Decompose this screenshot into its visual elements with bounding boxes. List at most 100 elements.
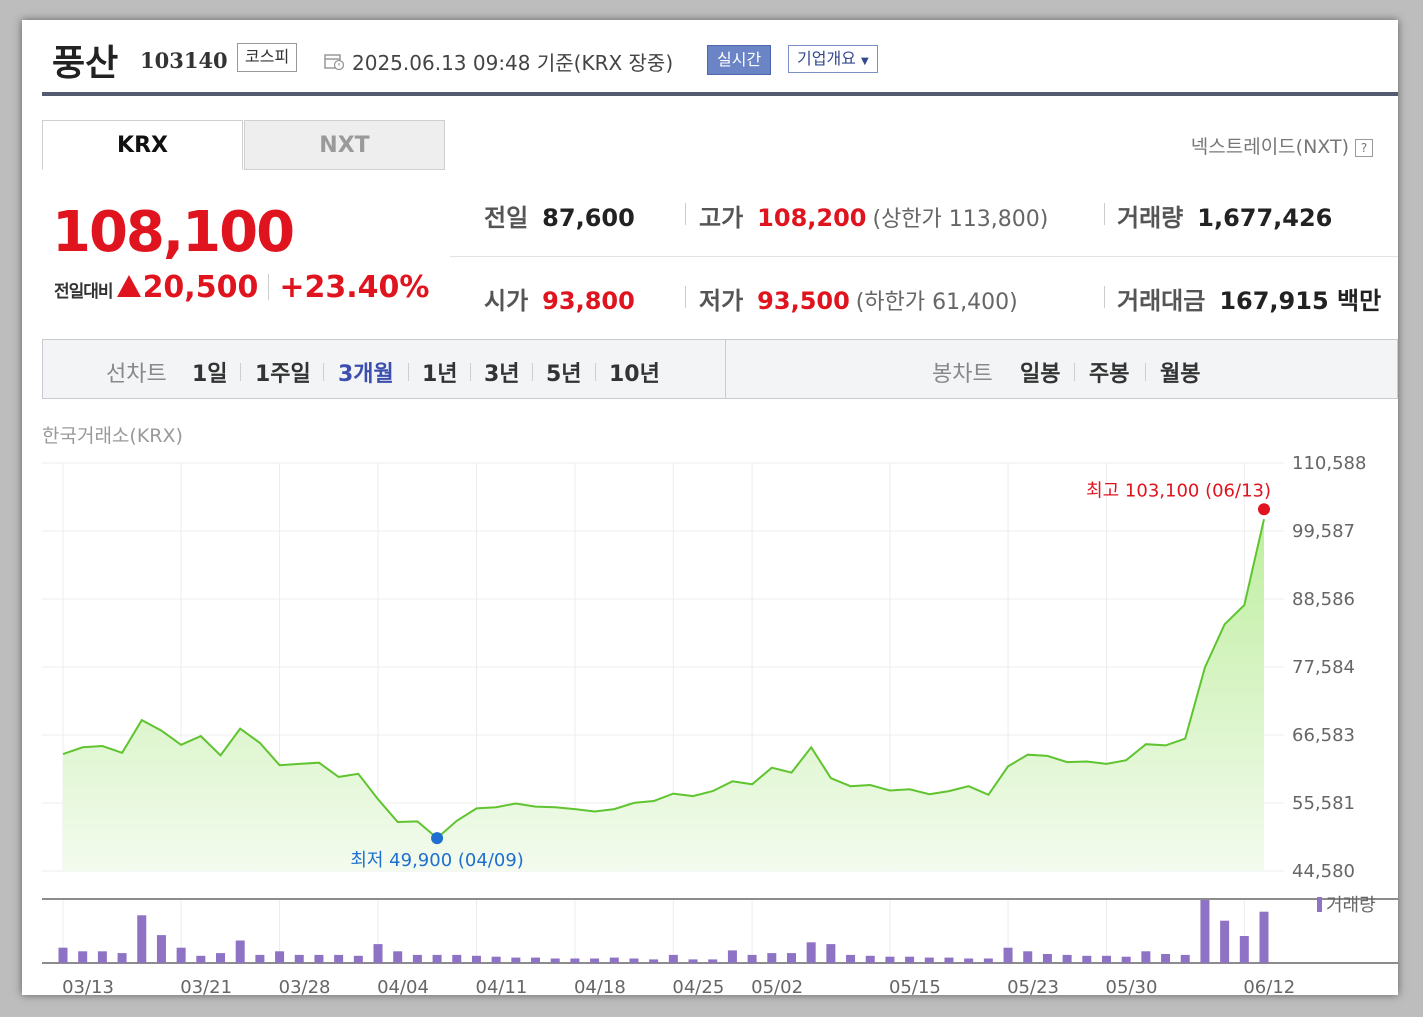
- volume-bar: [117, 953, 127, 963]
- volume-bar: [786, 953, 796, 963]
- x-tick-label: 05/15: [889, 977, 941, 995]
- period-10y-button[interactable]: 10년: [609, 362, 660, 387]
- x-tick-label: 06/12: [1243, 977, 1295, 995]
- current-price: 108,100: [52, 200, 295, 265]
- tab-nxt[interactable]: NXT: [244, 120, 445, 170]
- volume-bar: [1121, 956, 1131, 963]
- volume-bar: [1259, 911, 1269, 963]
- volume-legend-label: 거래량: [1326, 895, 1376, 916]
- period-3m-button[interactable]: 3개월: [338, 362, 394, 387]
- change-percent: +23.40%: [279, 270, 430, 305]
- price-chart[interactable]: 44,580 55,581 66,583 77,584 88,586 99,587 110,…: [22, 450, 1398, 995]
- volume-bar: [924, 957, 934, 963]
- divider: [595, 363, 596, 381]
- period-1y-button[interactable]: 1년: [422, 362, 458, 387]
- nxt-info-label: 넥스트레이드(NXT): [1190, 136, 1349, 158]
- volume-bar: [747, 954, 757, 963]
- calendar-icon: [324, 54, 344, 70]
- period-3y-button[interactable]: 3년: [484, 362, 520, 387]
- divider: [685, 203, 686, 225]
- volume-bar: [393, 951, 403, 963]
- volume-bar: [846, 954, 856, 963]
- volume-bar: [826, 944, 836, 963]
- volume-bar: [1200, 900, 1210, 963]
- stat-label: 저가: [699, 287, 744, 315]
- volume-bar: [590, 958, 600, 963]
- volume-bar: [275, 951, 285, 963]
- volume-bar: [570, 958, 580, 963]
- stat-low: 저가 93,500 (하한가 61,400): [699, 281, 1018, 316]
- stat-volume: 거래량 1,677,426: [1117, 198, 1332, 233]
- volume-bar: [255, 954, 265, 963]
- candle-daily-button[interactable]: 일봉: [1020, 362, 1061, 387]
- volume-bar: [373, 944, 383, 963]
- volume-bar: [1180, 954, 1190, 963]
- stat-amount: 거래대금 167,915 백만: [1117, 281, 1381, 316]
- volume-bar: [511, 957, 521, 963]
- period-5y-button[interactable]: 5년: [546, 362, 582, 387]
- price-line: [62, 518, 1265, 840]
- low-marker: [431, 832, 444, 845]
- volume-bar: [156, 935, 166, 963]
- divider: [408, 363, 409, 381]
- y-tick-label: 44,580: [1292, 861, 1355, 882]
- volume-bar: [1239, 936, 1249, 963]
- low-annotation: 최저 49,900 (04/09): [350, 850, 523, 871]
- stock-widget: 풍산 103140 코스피 2025.06.13 09:48 기준(KRX 장중…: [22, 20, 1398, 995]
- volume-bar: [708, 959, 718, 963]
- candle-weekly-button[interactable]: 주봉: [1089, 362, 1130, 387]
- stat-label: 거래대금: [1117, 287, 1206, 315]
- volume-bar: [609, 957, 619, 963]
- candle-monthly-button[interactable]: 월봉: [1160, 362, 1201, 387]
- lower-limit: (하한가 61,400): [855, 290, 1018, 315]
- stat-value: 167,915 백만: [1219, 287, 1382, 315]
- y-tick-label: 55,581: [1292, 793, 1355, 814]
- y-tick-label: 110,588: [1292, 453, 1366, 474]
- stat-value: 93,800: [542, 287, 635, 315]
- line-chart-label: 선차트: [106, 362, 167, 387]
- y-tick-label: 88,586: [1292, 589, 1355, 610]
- company-overview-dropdown[interactable]: 기업개요 ▼: [788, 45, 878, 73]
- volume-bar: [944, 957, 954, 963]
- volume-bar: [865, 955, 875, 963]
- market-badge: 코스피: [237, 43, 298, 72]
- volume-bar: [334, 954, 344, 963]
- volume-bar: [1141, 951, 1151, 963]
- upper-limit: (상한가 113,800): [872, 207, 1049, 232]
- volume-bar: [78, 951, 88, 963]
- candle-chart-label: 봉차트: [932, 362, 993, 387]
- volume-bar: [216, 953, 226, 963]
- quote-datetime: 2025.06.13 09:48 기준(KRX 장중): [352, 51, 674, 75]
- volume-bar: [629, 958, 639, 963]
- tab-krx[interactable]: KRX: [42, 120, 243, 170]
- volume-bar: [1101, 955, 1111, 963]
- volume-bar: [353, 955, 363, 963]
- divider: [323, 363, 324, 381]
- divider: [685, 286, 686, 308]
- stat-label: 거래량: [1117, 204, 1184, 232]
- high-annotation: 최고 103,100 (06/13): [1086, 480, 1271, 501]
- x-tick-label: 05/23: [1007, 977, 1059, 995]
- volume-bar: [550, 958, 560, 963]
- divider: [1074, 363, 1075, 381]
- x-tick-label: 05/02: [751, 977, 803, 995]
- period-1d-button[interactable]: 1일: [192, 362, 228, 387]
- y-tick-label: 77,584: [1292, 657, 1355, 678]
- x-tick-label: 03/28: [279, 977, 331, 995]
- help-icon[interactable]: ?: [1355, 138, 1373, 157]
- period-1w-button[interactable]: 1주일: [255, 362, 311, 387]
- x-tick-label: 03/13: [62, 977, 114, 995]
- realtime-button[interactable]: 실시간: [707, 45, 772, 75]
- divider: [1104, 203, 1105, 225]
- volume-bar: [137, 915, 147, 963]
- volume-bar: [97, 951, 107, 963]
- price-area: [63, 519, 1264, 871]
- x-tick-label: 04/04: [377, 977, 429, 995]
- volume-bar: [176, 947, 186, 963]
- divider: [240, 363, 241, 381]
- volume-bar: [1161, 954, 1171, 963]
- stat-high: 고가 108,200 (상한가 113,800): [699, 198, 1048, 233]
- stat-label: 고가: [699, 204, 744, 232]
- nxt-info-link[interactable]: 넥스트레이드(NXT)?: [1191, 132, 1373, 159]
- volume-bar: [767, 953, 777, 963]
